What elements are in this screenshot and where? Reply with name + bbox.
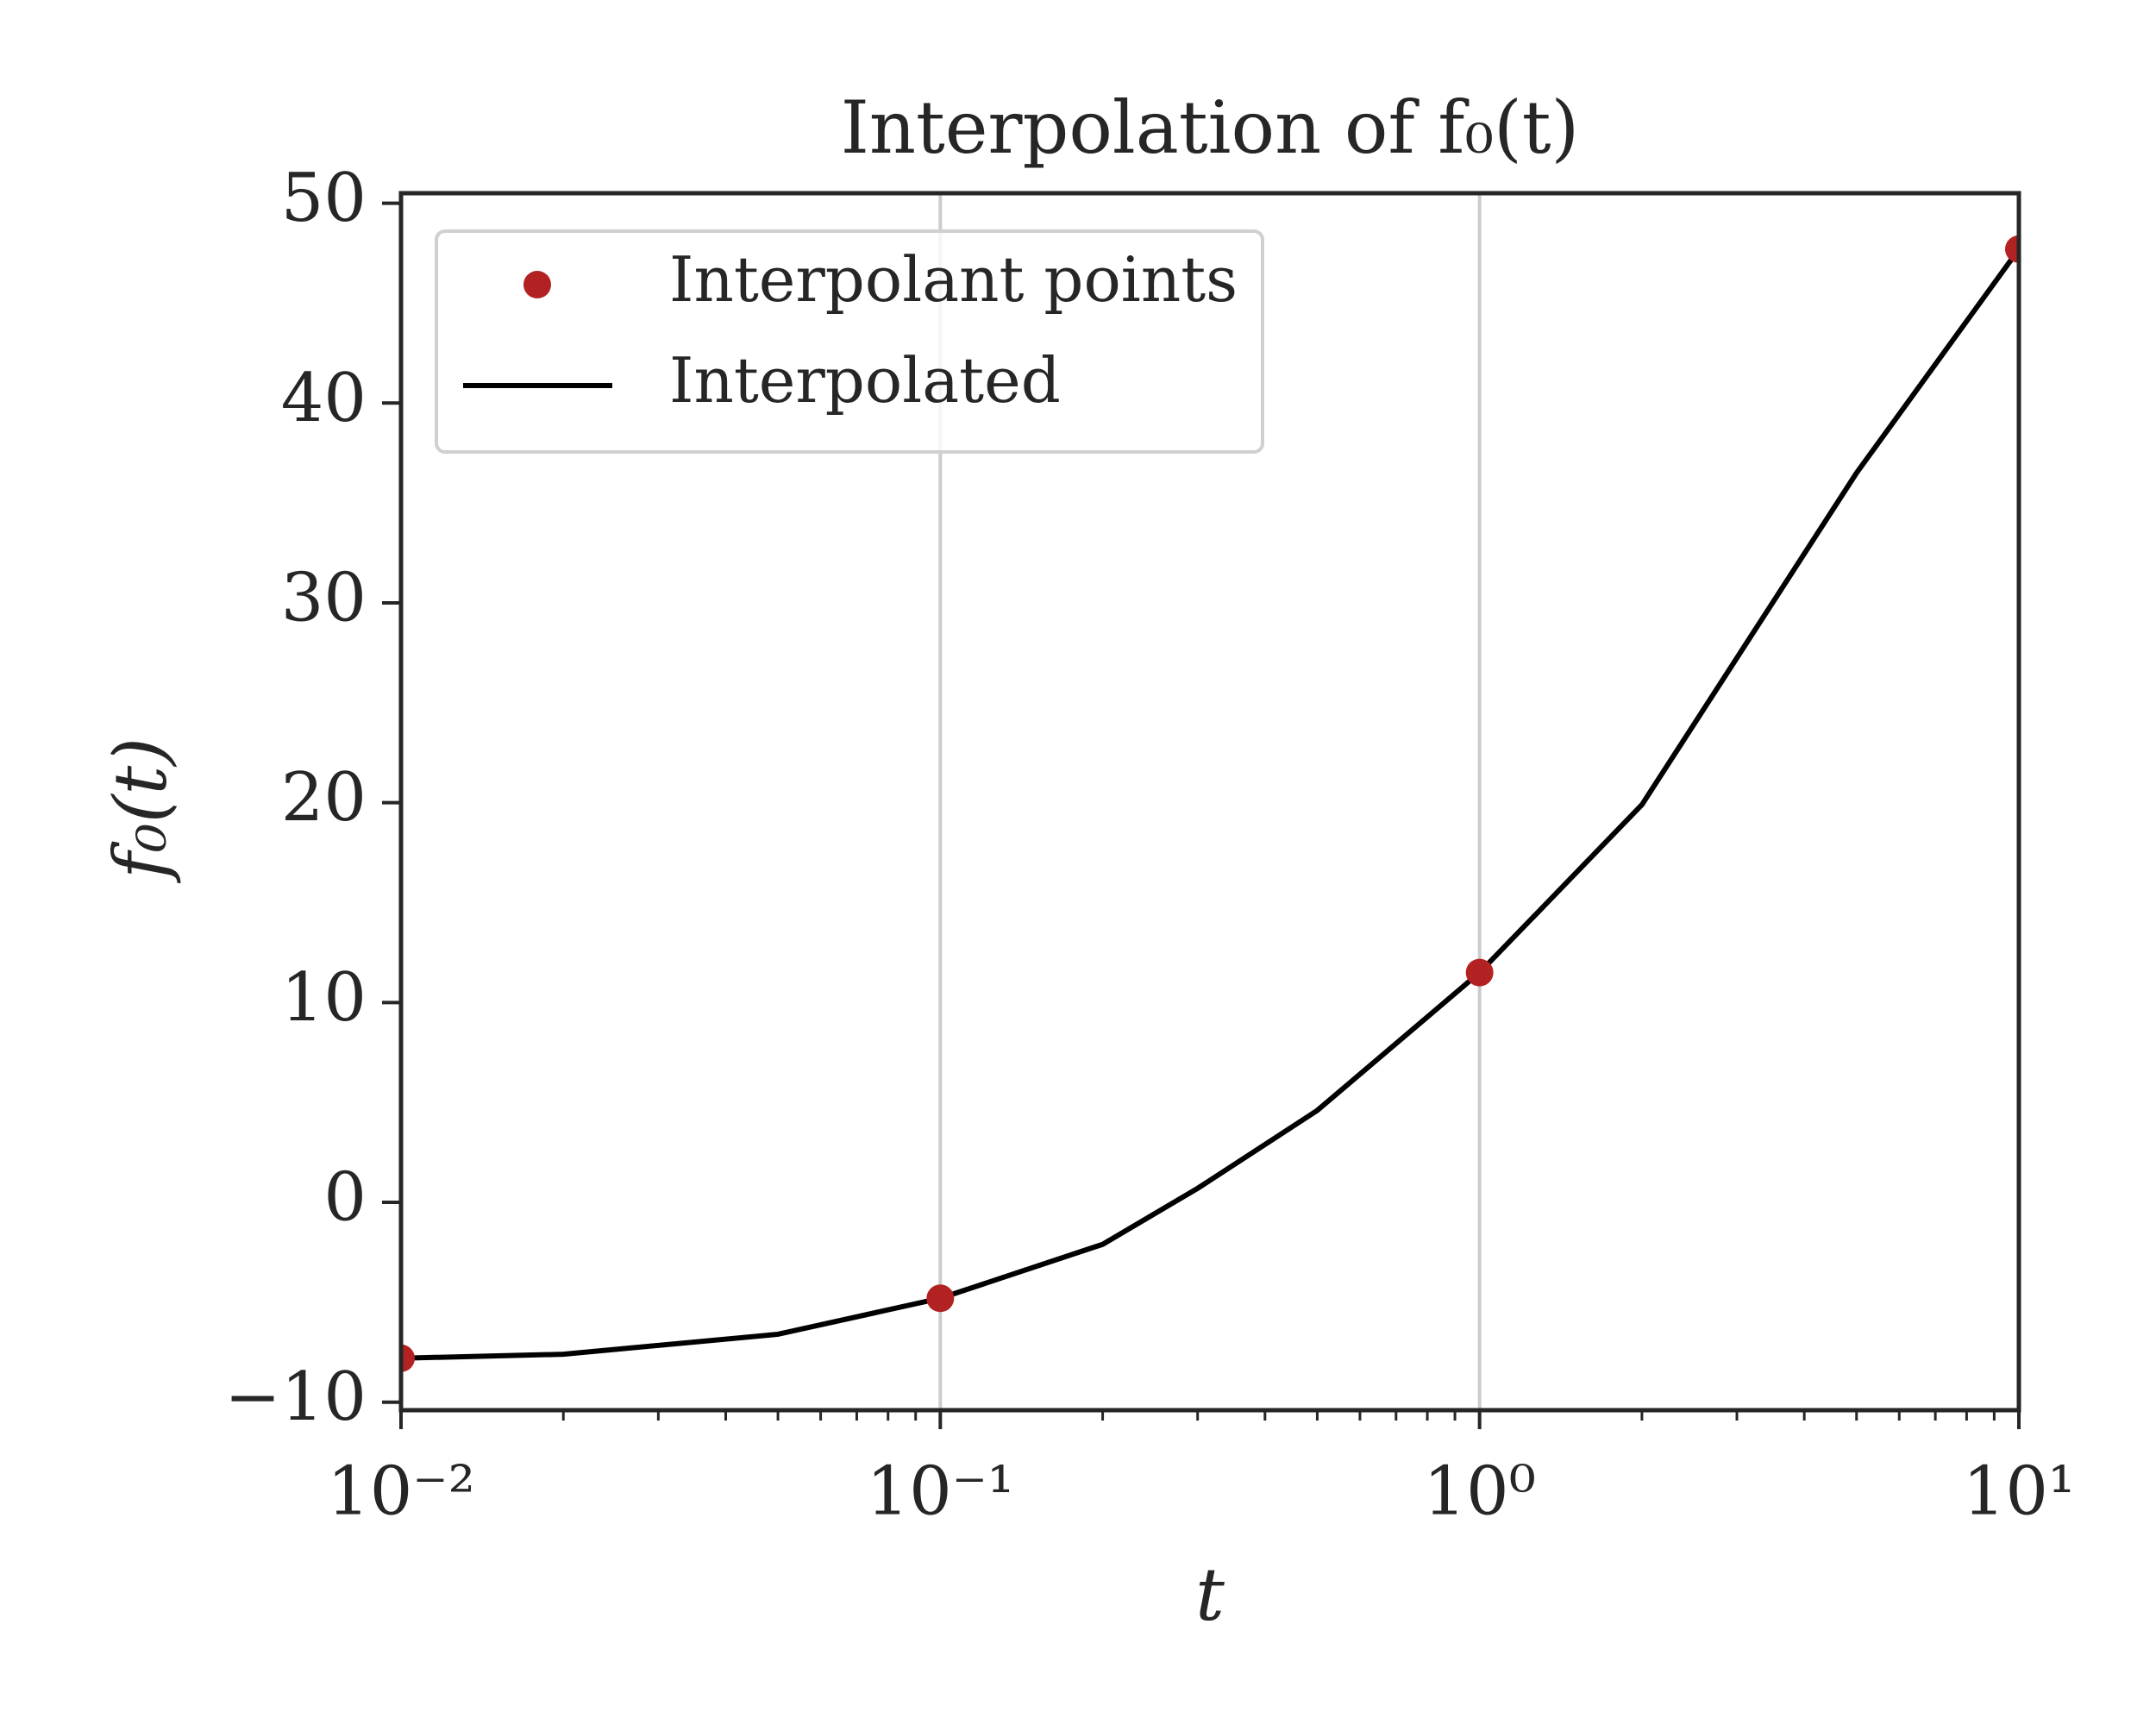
- axes-frame: [398, 191, 2021, 1413]
- legend-label: Interpolated: [669, 344, 1061, 417]
- point: [926, 1284, 955, 1313]
- x-tick-label: 10¹: [1963, 1453, 2076, 1531]
- x-tick-label: 10⁻²: [327, 1453, 475, 1531]
- legend-label: Interpolant points: [669, 243, 1238, 316]
- legend-box: [435, 229, 1264, 454]
- x-tick-label: 10⁻¹: [866, 1453, 1014, 1531]
- line: [401, 248, 2019, 1361]
- point: [401, 1344, 415, 1372]
- y-tick-label: 10: [281, 959, 367, 1037]
- y-tick-label: 50: [281, 160, 367, 237]
- legend: Interpolant points Interpolated: [435, 229, 1264, 454]
- y-tick-label: 40: [281, 360, 367, 437]
- x-tick-label: 10⁰: [1423, 1453, 1536, 1531]
- legend-marker: [523, 271, 551, 298]
- y-axis-label: f₀(t): [98, 737, 183, 884]
- y-tick-label: 30: [281, 559, 367, 637]
- point: [2005, 235, 2019, 263]
- y-tick-label: −10: [224, 1358, 367, 1436]
- y-tick-label: 20: [281, 759, 367, 837]
- point: [1465, 958, 1494, 987]
- y-tick-label: 0: [323, 1159, 367, 1237]
- plot-area: 10⁻² 10⁻¹ 10⁰ 10¹ −10 0 10 20 30 40 50 Interpolant …: [224, 160, 2075, 1530]
- chart-title: Interpolation of f₀(t): [841, 85, 1580, 170]
- x-axis-label: t: [1195, 1552, 1225, 1637]
